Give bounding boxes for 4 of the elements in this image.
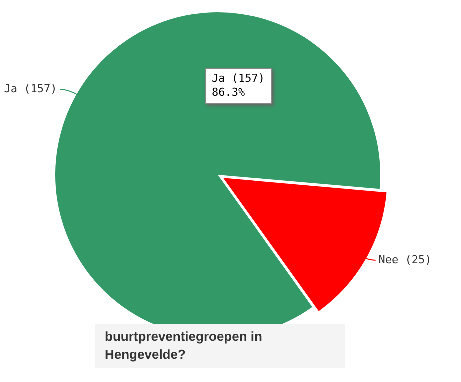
slice-label: Ja (157) (4, 82, 58, 96)
text: Ja (157) 86.3% (205, 68, 272, 104)
text: buurtpreventiegroepen in Hengevelde? (95, 324, 345, 368)
slice-label: Nee (25) (378, 253, 432, 266)
